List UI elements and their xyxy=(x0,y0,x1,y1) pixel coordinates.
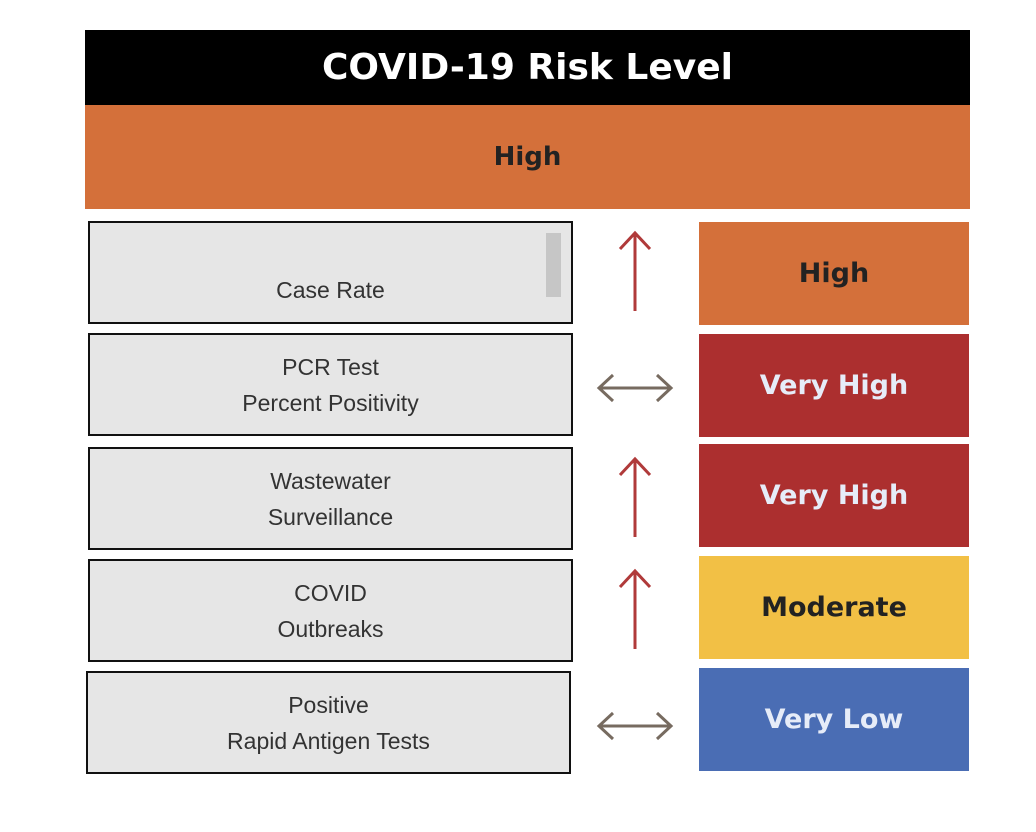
left-right-arrow-icon xyxy=(595,671,675,771)
metric-label: Rapid Antigen Tests xyxy=(227,727,430,754)
up-arrow-icon xyxy=(595,447,675,547)
metric-label: Positive xyxy=(288,691,369,718)
metric-label: Wastewater xyxy=(270,467,391,494)
metric-label: COVID xyxy=(294,579,367,606)
metric-label: Percent Positivity xyxy=(242,389,419,416)
left-right-arrow-icon xyxy=(595,333,675,433)
metric-box: Positive Rapid Antigen Tests xyxy=(86,671,571,774)
risk-level-badge: Very High xyxy=(699,444,969,547)
scrollbar[interactable] xyxy=(546,233,561,297)
page-title: COVID-19 Risk Level xyxy=(85,30,970,105)
up-arrow-icon xyxy=(595,559,675,659)
metric-label: Case Rate xyxy=(276,277,385,303)
up-arrow-icon xyxy=(595,221,675,321)
risk-level-badge: High xyxy=(699,222,969,325)
metric-box: PCR Test Percent Positivity xyxy=(88,333,573,436)
risk-level-badge: Moderate xyxy=(699,556,969,659)
metric-box: Case Rate xyxy=(88,221,573,324)
metric-label: PCR Test xyxy=(282,353,379,380)
metric-label: Surveillance xyxy=(267,503,394,530)
metric-box: COVID Outbreaks xyxy=(88,559,573,662)
risk-level-badge: Very Low xyxy=(699,668,969,771)
metric-box: Wastewater Surveillance xyxy=(88,447,573,550)
metric-label: Outbreaks xyxy=(277,615,384,642)
risk-level-badge: Very High xyxy=(699,334,969,437)
overall-risk-level: High xyxy=(85,105,970,209)
